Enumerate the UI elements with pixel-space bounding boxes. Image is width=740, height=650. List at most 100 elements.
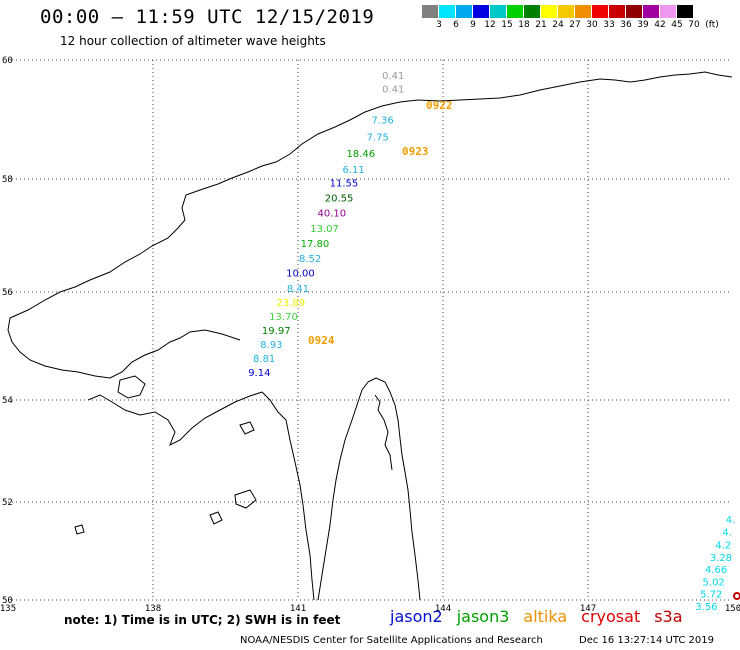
scale-swatch [422, 5, 439, 18]
islet-1 [239, 421, 255, 435]
scale-swatch [626, 5, 643, 18]
sakhalin-bay [374, 394, 393, 471]
lat-label: 52 [2, 498, 13, 508]
scale-swatch [660, 5, 677, 18]
scale-swatch [541, 5, 558, 18]
scale-swatch [456, 5, 473, 18]
wave-height-value: 8.41 [287, 284, 309, 295]
scale-label: 70 [688, 20, 700, 30]
okhotsk-shore [7, 317, 241, 379]
wave-height-value: 8.93 [260, 340, 282, 351]
wave-height-value: 9.14 [248, 368, 270, 379]
satellite-cryosat: cryosat [581, 607, 641, 626]
wave-height-value: 7.75 [367, 132, 389, 143]
scale-swatch [592, 5, 609, 18]
islet-4 [74, 524, 85, 535]
page-subtitle: 12 hour collection of altimeter wave hei… [60, 34, 326, 48]
wave-height-value: 4.2 [715, 541, 731, 552]
scale-label: 24 [552, 20, 564, 30]
islet-2 [234, 489, 257, 509]
scale-swatch [609, 5, 626, 18]
scale-label: 36 [620, 20, 632, 30]
scale-label: 45 [671, 20, 683, 30]
scale-swatch [439, 5, 456, 18]
scale-label: 39 [637, 20, 649, 30]
footer-timestamp: Dec 16 13:27:14 UTC 2019 [579, 635, 714, 646]
wave-height-value: 19.97 [262, 326, 291, 337]
scale-swatch [575, 5, 592, 18]
pass-label-0922: 0922 [426, 99, 453, 112]
scale-label: 15 [501, 20, 513, 30]
scale-label: 12 [484, 20, 496, 30]
scale-unit: (ft) [705, 20, 719, 30]
coastline [7, 71, 733, 601]
cryosat-marker [733, 592, 740, 600]
scale-label: 21 [535, 20, 547, 30]
wave-height-value: 3.28 [710, 553, 732, 564]
scale-swatch [643, 5, 660, 18]
scale-swatch [524, 5, 541, 18]
color-scale-swatches [422, 5, 740, 18]
wave-height-value: 40.10 [318, 208, 347, 219]
scale-swatch [558, 5, 575, 18]
lat-label: 50 [2, 596, 13, 606]
latitude-labels: 60 58 56 54 52 50 [2, 56, 13, 606]
lat-label: 56 [2, 288, 13, 298]
scale-label: 27 [569, 20, 581, 30]
lon-label: 150 [725, 604, 740, 614]
lon-label: 144 [435, 604, 451, 614]
scale-label: 18 [518, 20, 530, 30]
scale-label: 3 [436, 20, 442, 30]
wave-height-value: 10.00 [286, 269, 315, 280]
wave-height-value: 13.70 [269, 312, 298, 323]
wave-height-value: 18.46 [347, 149, 376, 160]
wave-height-value: 5.02 [703, 577, 725, 588]
scale-swatch [473, 5, 490, 18]
lon-label: 141 [290, 604, 306, 614]
wave-height-value: 8.81 [253, 354, 275, 365]
scale-label: 33 [603, 20, 615, 30]
sakhalin-west [317, 381, 369, 601]
siberia-coast [9, 71, 733, 319]
wave-height-value: 3.56 [695, 602, 717, 613]
lat-label: 54 [2, 396, 13, 406]
wave-height-value: 23.89 [276, 298, 305, 309]
wave-height-value: 5.72 [700, 590, 722, 601]
pass-label-0923: 0923 [402, 145, 429, 158]
wave-height-value: 6.11 [342, 165, 364, 176]
wave-height-value: 11.55 [330, 178, 359, 189]
wave-height-value: 4.66 [705, 565, 727, 576]
lon-label: 135 [0, 604, 16, 614]
satellite-jason2: jason2 [390, 607, 443, 626]
satellite-legend: jason2 jason3 altika cryosat s3a [390, 607, 697, 626]
wave-height-value: 0.41 [382, 71, 404, 82]
lon-label: 147 [580, 604, 596, 614]
lat-label: 58 [2, 175, 13, 185]
scale-label: 30 [586, 20, 598, 30]
scale-swatch [507, 5, 524, 18]
scale-swatch [677, 5, 694, 18]
pass-label-0924: 0924 [308, 334, 335, 347]
scale-label: 42 [654, 20, 666, 30]
lon-label: 138 [145, 604, 161, 614]
note-text: note: 1) Time is in UTC; 2) SWH is in fe… [64, 613, 341, 627]
wave-height-value: 7.36 [371, 116, 393, 127]
mainland-strait [261, 391, 315, 601]
color-scale-labels: 3 6 9 12 15 18 21 24 27 30 33 36 39 42 45 70 (ft) [422, 18, 740, 32]
scale-label: 9 [470, 20, 476, 30]
sakhalin-east [367, 377, 421, 601]
amur-shore [87, 391, 263, 447]
graticule [8, 59, 732, 601]
color-scale-legend: 3 6 9 12 15 18 21 24 27 30 33 36 39 42 45 70 (ft) [422, 5, 740, 32]
wave-height-value: 17.80 [301, 239, 330, 250]
wave-height-value: 4. [726, 515, 736, 526]
longitude-labels: 135 138 141 144 147 150 [0, 604, 740, 614]
shantar-island [117, 375, 146, 399]
wave-height-value: 0.41 [382, 85, 404, 96]
satellite-jason3: jason3 [456, 607, 510, 626]
wave-height-observations: 0.41 0.41 7.36 7.75 18.46 6.11 11.55 20.55 40.10… [248, 71, 735, 613]
footer-credit: NOAA/NESDIS Center for Satellite Applica… [240, 635, 543, 646]
wave-height-value: 20.55 [325, 194, 354, 205]
scale-swatch [490, 5, 507, 18]
